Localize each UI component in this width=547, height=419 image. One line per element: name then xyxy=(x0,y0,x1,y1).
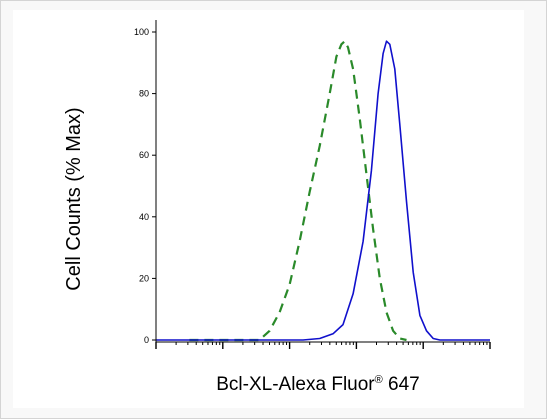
y-tick-label: 60 xyxy=(139,150,149,160)
y-tick-label: 0 xyxy=(144,335,149,345)
y-tick-label: 80 xyxy=(139,89,149,99)
x-axis-label: Bcl-XL-Alexa Fluor® 647 xyxy=(216,374,419,395)
y-tick-label: 100 xyxy=(134,27,149,37)
x-axis-label-registered: ® xyxy=(375,374,383,386)
y-tick-label: 20 xyxy=(139,273,149,283)
axes-layer: 0 20 40 60 80 100 xyxy=(134,20,491,349)
series-line-2 xyxy=(156,40,490,341)
y-axis-label: Cell Counts (% Max) xyxy=(63,107,85,290)
x-axis-label-suffix: 647 xyxy=(383,374,420,395)
y-tick-label: 40 xyxy=(139,212,149,222)
series-line-1 xyxy=(189,40,407,342)
series-layer xyxy=(156,40,490,342)
x-axis-label-main: Bcl-XL-Alexa Fluor xyxy=(216,374,375,395)
